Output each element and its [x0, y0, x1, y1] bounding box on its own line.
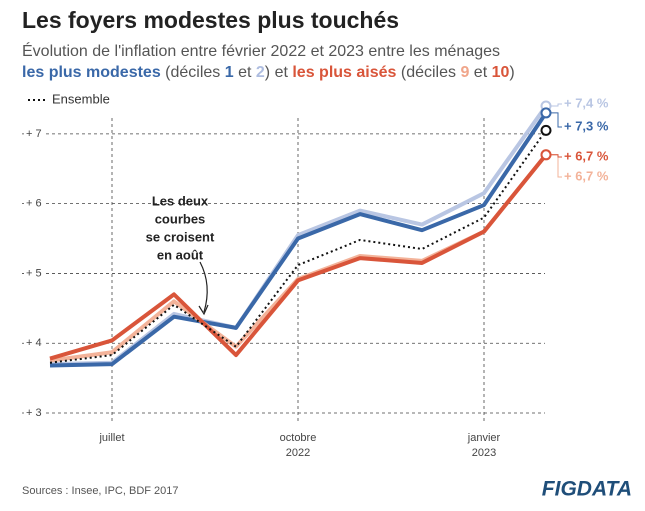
subtitle-part: ) et — [265, 64, 293, 81]
end-label: + 7,4 % — [564, 95, 609, 110]
x-tick-year: 2023 — [472, 447, 496, 459]
annotation: Les deux — [152, 193, 209, 208]
tick-label-bg — [24, 196, 46, 211]
series-line — [49, 153, 548, 361]
subtitle-part: (déciles — [161, 64, 225, 81]
annotation-arrow — [199, 261, 208, 313]
label-connector — [551, 154, 562, 178]
x-tick-label: octobre — [280, 432, 317, 444]
x-tick-year: 2022 — [286, 447, 310, 459]
label-connector — [551, 112, 562, 128]
tick-label-bg — [24, 406, 46, 420]
y-tick-label: + 4 — [26, 337, 42, 349]
subtitle-colored: les plus modestes (déciles 1 et 2) et le… — [22, 64, 515, 81]
annotation: courbes — [155, 211, 206, 226]
annotation: en août — [157, 247, 204, 262]
label-connector — [551, 103, 562, 107]
label-connector — [551, 154, 562, 158]
subtitle-part: 2 — [256, 64, 265, 81]
annotation: se croisent — [146, 229, 215, 244]
y-tick-label: + 6 — [26, 198, 42, 210]
end-marker — [540, 107, 552, 119]
x-tick-label: janvier — [467, 432, 501, 444]
end-marker — [540, 149, 552, 161]
subtitle-part: 10 — [492, 64, 510, 81]
arrow-head — [198, 304, 209, 316]
end-label: + 6,7 % — [564, 148, 609, 163]
end-label: + 6,7 % — [564, 168, 609, 183]
subtitle-part: 9 — [460, 64, 469, 81]
legend-label: Ensemble — [52, 91, 110, 106]
end-marker — [540, 124, 552, 136]
end-label: + 7,3 % — [564, 118, 609, 133]
subtitle-part: et — [469, 64, 491, 81]
subtitle-part: les plus aisés — [292, 64, 396, 81]
subtitle: Évolution de l'inflation entre février 2… — [22, 41, 500, 60]
subtitle-part: les plus modestes — [22, 64, 161, 81]
tick-label-bg — [24, 126, 46, 141]
logo: FIGDATA — [542, 478, 632, 501]
tick-label-bg — [24, 266, 46, 281]
tick-label-bg — [24, 336, 46, 351]
subtitle-part: ) — [509, 64, 514, 81]
subtitle-part: et — [234, 64, 256, 81]
y-tick-label: + 5 — [26, 267, 42, 279]
source: Sources : Insee, IPC, BDF 2017 — [22, 485, 179, 497]
y-tick-label: + 3 — [26, 407, 42, 419]
y-tick-label: + 7 — [26, 128, 42, 140]
subtitle-part: (déciles — [396, 64, 460, 81]
series-line — [49, 129, 547, 364]
x-tick-label: juillet — [98, 432, 124, 444]
chart-title: Les foyers modestes plus touchés — [22, 7, 399, 33]
subtitle-part: 1 — [225, 64, 234, 81]
series-line — [49, 111, 548, 368]
